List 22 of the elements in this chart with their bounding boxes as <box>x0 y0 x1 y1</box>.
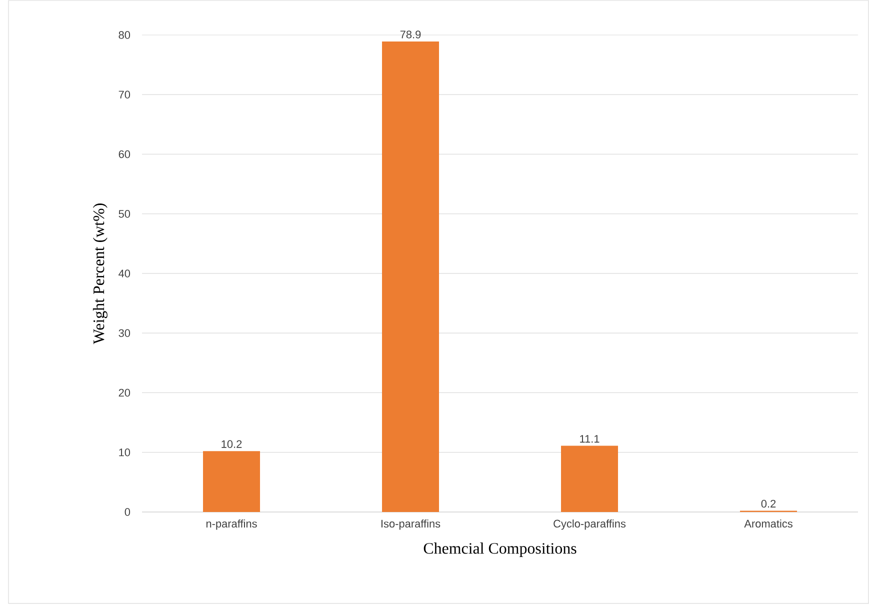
bar <box>561 446 618 512</box>
y-tick-label: 60 <box>118 150 130 158</box>
y-tick-label: 20 <box>118 388 130 397</box>
x-tick-label: Cyclo-paraffins <box>554 520 626 530</box>
data-label: 78.9 <box>400 30 421 38</box>
y-tick-label: 40 <box>118 270 130 278</box>
y-tick-label: 10 <box>119 448 130 456</box>
y-tick-label: 70 <box>118 90 130 98</box>
y-tick-label: 80 <box>118 31 130 39</box>
x-axis-title: Chemcial Compositions <box>424 542 576 558</box>
data-label: 0.2 <box>761 500 776 508</box>
data-label: 10.2 <box>222 440 242 448</box>
bar <box>203 451 260 512</box>
y-tick-label: 0 <box>124 508 130 516</box>
x-tick-label: Iso-paraffins <box>381 520 440 530</box>
y-tick-label: 50 <box>118 210 130 218</box>
y-axis-title: Weight Percent (wt%) <box>92 204 108 344</box>
data-label: 11.1 <box>580 435 600 443</box>
x-tick-label: n-paraffins <box>206 520 257 530</box>
bar <box>382 42 440 512</box>
y-tick-label: 30 <box>118 329 130 337</box>
x-tick-label: Aromatics <box>744 520 792 528</box>
